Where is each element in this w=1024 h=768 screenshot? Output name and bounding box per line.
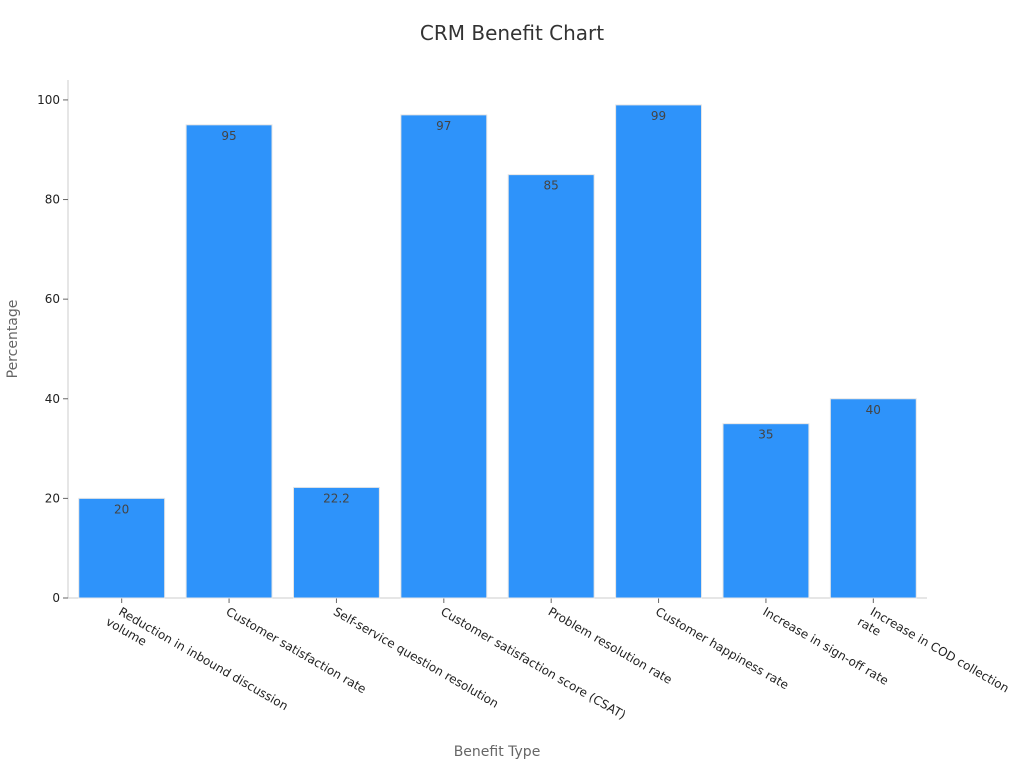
bar-value-label: 85 — [544, 179, 559, 193]
bar[interactable] — [292, 486, 380, 599]
bar[interactable] — [400, 114, 488, 599]
y-tick-label: 60 — [45, 292, 60, 306]
bar-value-label: 99 — [651, 109, 666, 123]
bar[interactable] — [185, 124, 273, 599]
y-axis-title: Percentage — [5, 300, 21, 379]
bar[interactable] — [78, 497, 166, 599]
x-tick-label: Reduction in inbound discussionvolume — [103, 601, 290, 726]
y-tick-label: 80 — [45, 193, 60, 207]
x-tick-label: Self-service question resolution — [331, 604, 501, 710]
bar-value-label: 20 — [114, 502, 129, 516]
x-tick-label: Customer satisfaction score (CSAT) — [438, 604, 628, 722]
y-tick-label: 0 — [52, 591, 60, 605]
y-tick-label: 40 — [45, 392, 60, 406]
x-axis — [68, 597, 927, 603]
x-axis-title: Benefit Type — [454, 744, 541, 760]
bar[interactable] — [507, 174, 595, 599]
bars-group — [78, 104, 917, 599]
category-labels-group: Reduction in inbound discussionvolume Cus… — [103, 601, 1011, 726]
bar-value-label: 22.2 — [323, 491, 350, 505]
y-tick-label: 100 — [37, 93, 60, 107]
x-tick-label: Increase in COD collectionrate — [855, 601, 1011, 708]
bar[interactable] — [829, 398, 917, 599]
bar[interactable] — [615, 104, 703, 599]
y-axis: 0 20 40 60 80 100 — [37, 80, 69, 605]
data-labels-group: 20 95 22.2 97 85 99 35 40 — [114, 109, 881, 516]
bar-value-label: 97 — [436, 119, 451, 133]
y-tick-label: 20 — [45, 491, 60, 505]
bar-value-label: 95 — [221, 129, 236, 143]
bar-value-label: 40 — [866, 403, 881, 417]
bar-value-label: 35 — [758, 428, 773, 442]
bar[interactable] — [722, 423, 810, 599]
chart-title: CRM Benefit Chart — [420, 21, 604, 45]
